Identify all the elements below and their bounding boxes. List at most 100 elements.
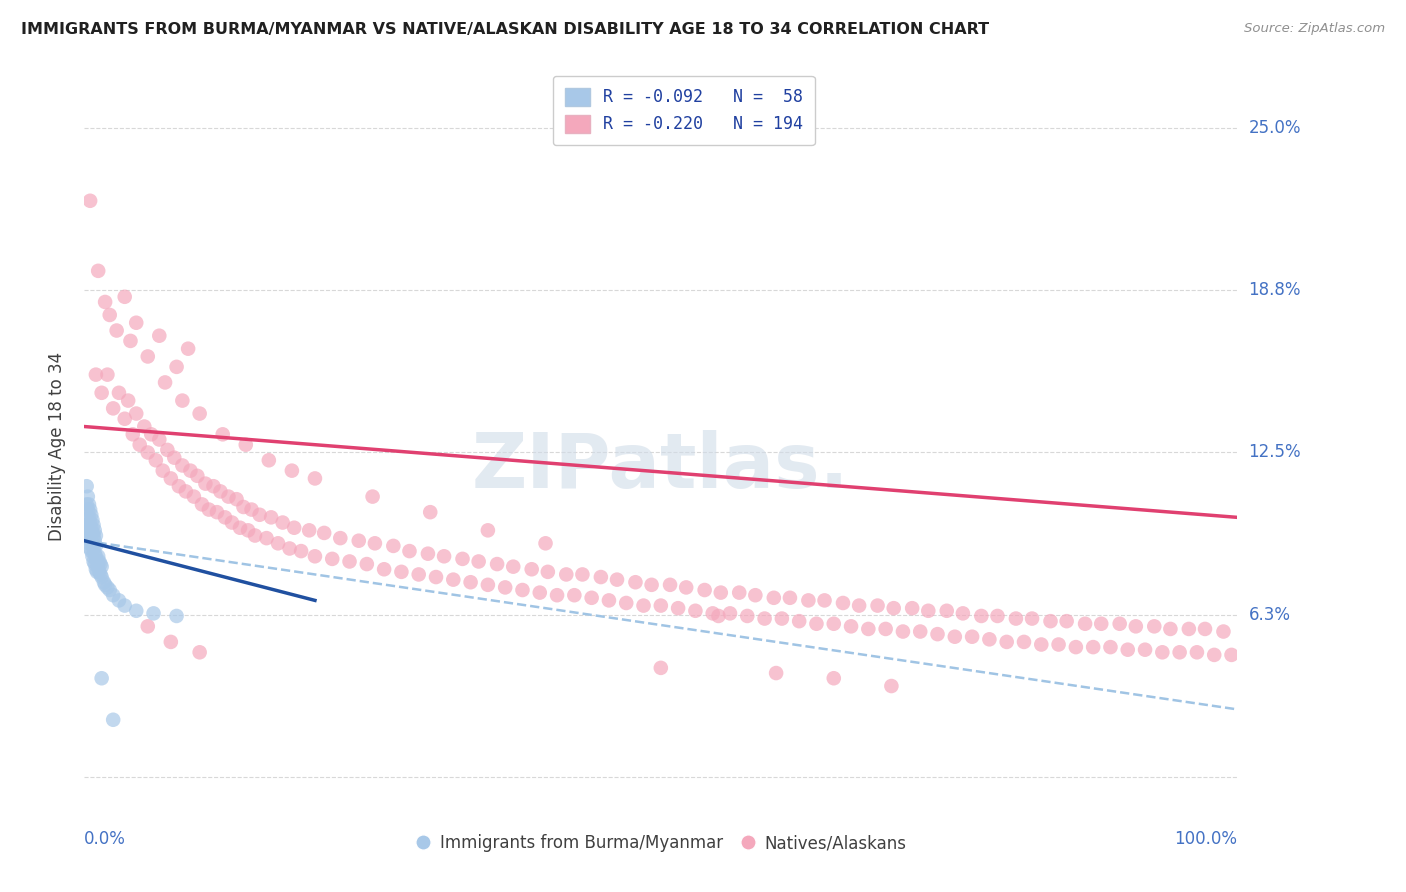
Point <box>257 453 280 467</box>
Point <box>770 611 793 625</box>
Point <box>858 622 880 636</box>
Point <box>298 524 321 538</box>
Point <box>145 453 167 467</box>
Point <box>84 562 107 576</box>
Point <box>935 604 957 618</box>
Point <box>89 567 111 582</box>
Point <box>83 557 105 571</box>
Point <box>108 593 131 607</box>
Point <box>650 599 672 613</box>
Text: ZIPatlas.: ZIPatlas. <box>472 431 849 504</box>
Point <box>96 581 118 595</box>
Point <box>82 513 104 527</box>
Text: 6.3%: 6.3% <box>1249 606 1291 624</box>
Point <box>177 342 200 356</box>
Text: 12.5%: 12.5% <box>1249 443 1301 461</box>
Point <box>90 570 112 584</box>
Point <box>329 531 352 545</box>
Point <box>167 479 190 493</box>
Point <box>229 521 252 535</box>
Point <box>166 609 188 624</box>
Point <box>80 544 103 558</box>
Point <box>98 308 121 322</box>
Point <box>136 619 159 633</box>
Point <box>693 582 716 597</box>
Point <box>1074 616 1097 631</box>
Point <box>77 524 100 538</box>
Point <box>633 599 655 613</box>
Point <box>883 601 905 615</box>
Point <box>90 671 112 685</box>
Point <box>94 578 117 592</box>
Point <box>1039 614 1062 628</box>
Point <box>797 593 820 607</box>
Point <box>640 578 662 592</box>
Point <box>240 502 263 516</box>
Point <box>188 407 211 421</box>
Point <box>1056 614 1078 628</box>
Point <box>243 528 266 542</box>
Point <box>214 510 236 524</box>
Point <box>765 666 787 681</box>
Point <box>391 565 413 579</box>
Point <box>76 490 98 504</box>
Point <box>121 427 143 442</box>
Point <box>83 528 105 542</box>
Point <box>188 645 211 659</box>
Point <box>232 500 254 514</box>
Point <box>103 401 124 416</box>
Point <box>105 324 128 338</box>
Point <box>832 596 855 610</box>
Point <box>361 490 384 504</box>
Point <box>666 601 689 615</box>
Text: 18.8%: 18.8% <box>1249 281 1301 300</box>
Point <box>875 622 897 636</box>
Point <box>787 614 810 628</box>
Point <box>979 632 1001 647</box>
Point <box>848 599 870 613</box>
Point <box>1099 640 1122 654</box>
Point <box>194 476 217 491</box>
Point <box>321 552 343 566</box>
Point <box>702 607 724 621</box>
Point <box>1021 611 1043 625</box>
Point <box>271 516 294 530</box>
Point <box>1133 642 1156 657</box>
Point <box>927 627 949 641</box>
Point <box>283 521 305 535</box>
Point <box>970 609 993 624</box>
Point <box>398 544 420 558</box>
Point <box>866 599 889 613</box>
Point <box>419 505 441 519</box>
Point <box>90 559 112 574</box>
Point <box>486 557 509 571</box>
Point <box>1116 642 1139 657</box>
Point <box>84 528 107 542</box>
Point <box>1012 635 1035 649</box>
Point <box>529 585 551 599</box>
Point <box>986 609 1008 624</box>
Point <box>823 616 845 631</box>
Point <box>218 490 240 504</box>
Point <box>235 438 257 452</box>
Point <box>77 536 100 550</box>
Point <box>80 533 103 548</box>
Point <box>114 290 136 304</box>
Point <box>707 609 730 624</box>
Point <box>256 531 278 545</box>
Point <box>290 544 312 558</box>
Point <box>339 554 361 568</box>
Point <box>512 582 534 597</box>
Point <box>90 385 112 400</box>
Text: Source: ZipAtlas.com: Source: ZipAtlas.com <box>1244 22 1385 36</box>
Point <box>179 464 201 478</box>
Point <box>675 581 697 595</box>
Point <box>1125 619 1147 633</box>
Point <box>108 385 131 400</box>
Point <box>249 508 271 522</box>
Point <box>79 194 101 208</box>
Point <box>555 567 578 582</box>
Point <box>304 549 326 564</box>
Point <box>1152 645 1174 659</box>
Point <box>806 616 828 631</box>
